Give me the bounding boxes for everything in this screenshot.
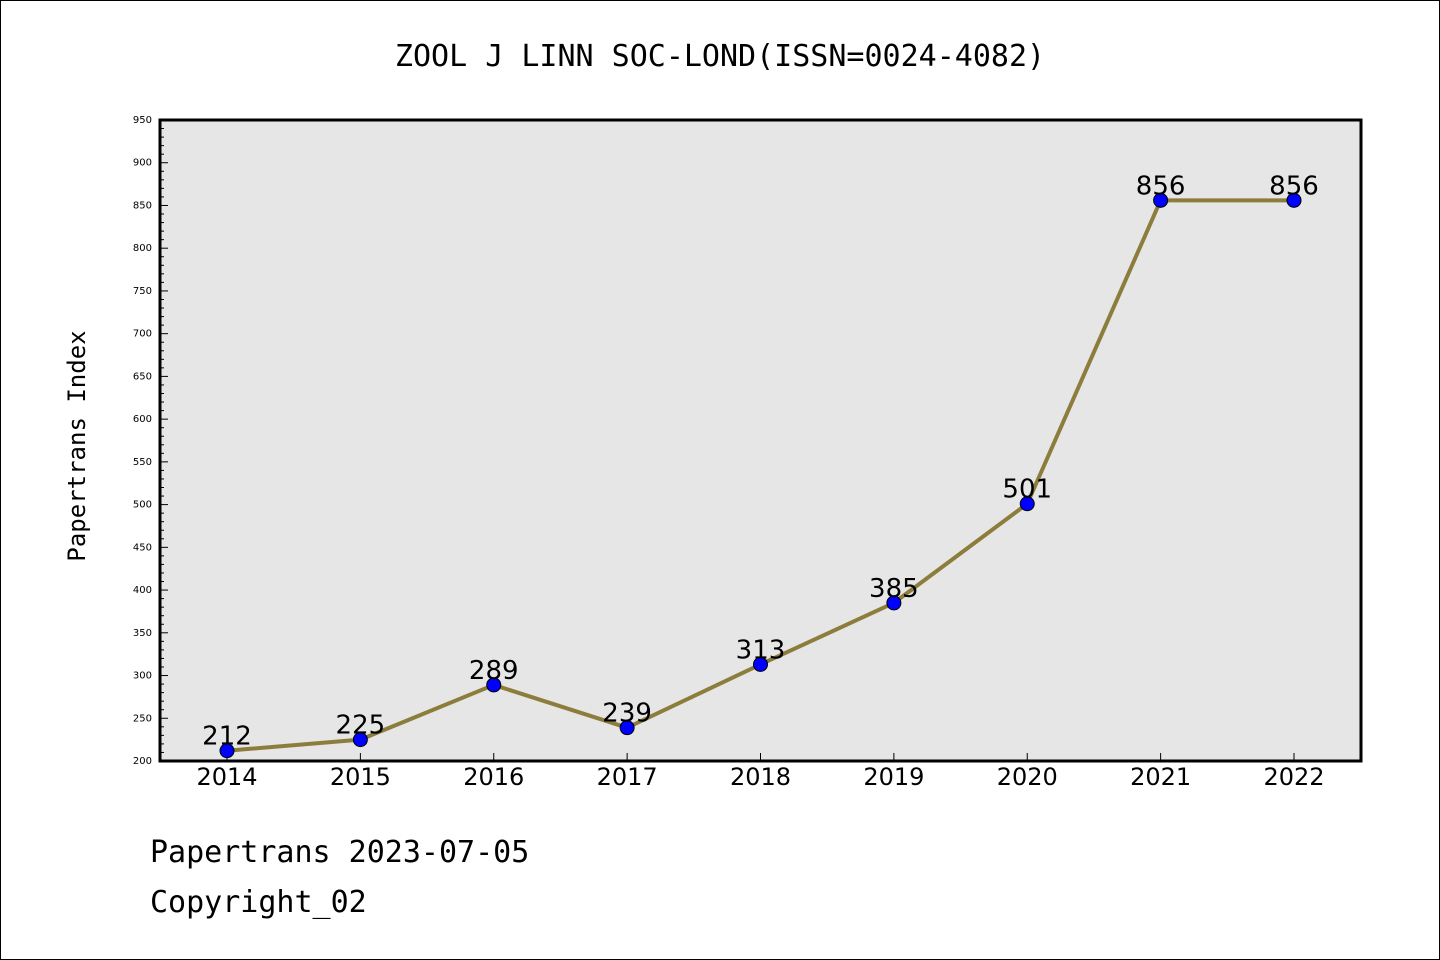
data-label: 212 bbox=[202, 722, 252, 752]
data-point bbox=[619, 720, 635, 736]
data-point bbox=[219, 743, 235, 759]
footer-copyright: Copyright_02 bbox=[150, 885, 367, 920]
data-label: 856 bbox=[1136, 171, 1186, 201]
data-label: 385 bbox=[869, 574, 919, 604]
y-axis-label: Papertrans Index bbox=[63, 330, 91, 561]
y-tick-label: 950 bbox=[133, 115, 152, 126]
x-tick-label: 2014 bbox=[196, 763, 257, 791]
x-tick-label: 2022 bbox=[1263, 763, 1324, 791]
data-label: 856 bbox=[1269, 171, 1319, 201]
y-tick-label: 800 bbox=[133, 243, 152, 254]
y-tick-label: 700 bbox=[133, 329, 152, 340]
x-tick-label: 2017 bbox=[597, 763, 658, 791]
y-tick-label: 650 bbox=[133, 371, 152, 382]
series-group: 212 225 289 239 313 385 501 856 856 bbox=[202, 171, 1319, 759]
data-point bbox=[1019, 496, 1035, 512]
data-label: 289 bbox=[469, 656, 519, 686]
footer-date: Papertrans 2023-07-05 bbox=[150, 835, 530, 870]
x-tick-label: 2021 bbox=[1130, 763, 1191, 791]
data-point bbox=[753, 656, 768, 672]
x-tick-label: 2020 bbox=[997, 763, 1058, 791]
x-tick-label: 2018 bbox=[730, 763, 791, 791]
data-label: 239 bbox=[602, 699, 652, 729]
y-tick-label: 250 bbox=[133, 713, 152, 724]
x-tick-label: 2016 bbox=[463, 763, 524, 791]
y-tick-label: 200 bbox=[133, 756, 152, 767]
data-point bbox=[1286, 192, 1302, 208]
y-tick-label: 350 bbox=[133, 628, 152, 639]
data-label: 225 bbox=[336, 711, 386, 741]
data-point bbox=[352, 732, 368, 748]
data-point bbox=[486, 677, 502, 693]
data-point bbox=[886, 595, 902, 611]
data-label: 313 bbox=[736, 635, 786, 665]
y-tick-label: 300 bbox=[133, 671, 152, 682]
x-tick-label: 2019 bbox=[863, 763, 924, 791]
y-tick-label: 900 bbox=[133, 158, 152, 169]
y-axis-ticks: 200 250 300 350 400 450 500 550 600 650 700 750 800 8… bbox=[133, 115, 168, 767]
y-tick-label: 550 bbox=[133, 457, 152, 468]
plot-area bbox=[158, 118, 1363, 763]
y-tick-label: 500 bbox=[133, 500, 152, 511]
y-tick-label: 750 bbox=[133, 286, 152, 297]
x-axis-ticks: 2014 2015 2016 2017 2018 2019 2020 2021 2022 bbox=[196, 753, 1325, 791]
data-point bbox=[1153, 192, 1169, 208]
y-tick-label: 450 bbox=[133, 542, 152, 553]
y-tick-label: 850 bbox=[133, 200, 152, 211]
y-tick-label: 600 bbox=[133, 414, 152, 425]
x-tick-label: 2015 bbox=[330, 763, 391, 791]
y-tick-label: 400 bbox=[133, 585, 152, 596]
chart-title: ZOOL J LINN SOC-LOND(ISSN=0024-4082) bbox=[395, 39, 1045, 74]
data-label: 501 bbox=[1002, 475, 1052, 505]
